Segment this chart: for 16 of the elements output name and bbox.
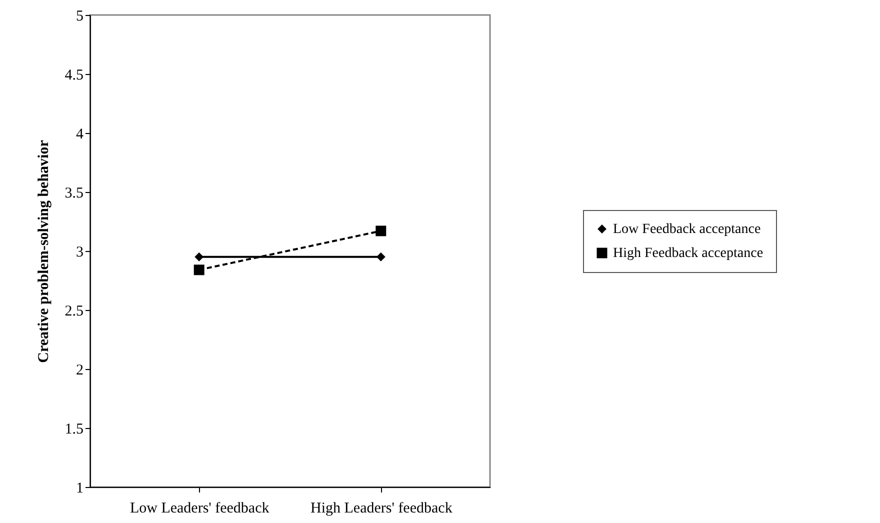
y-tick-label: 4.5: [64, 68, 84, 84]
y-tick-label: 5: [76, 8, 84, 24]
point: [376, 226, 386, 236]
y-tick-label: 2.5: [64, 304, 84, 320]
y-tick-label: 1: [76, 480, 84, 496]
y-tick-label: 4: [76, 126, 84, 142]
legend-label: High Feedback acceptance: [613, 246, 764, 261]
y-axis-title: Creative problem-solving behavior: [36, 140, 52, 363]
legend-label: Low Feedback acceptance: [613, 222, 761, 237]
point: [194, 264, 204, 276]
y-tick-label: 3: [76, 244, 84, 260]
x-tick-label: Low Leaders' feedback: [130, 500, 270, 516]
y-tick-label: 3.5: [64, 186, 84, 202]
x-tick-label: High Leaders' feedback: [310, 500, 453, 516]
y-tick-label: 1.5: [64, 422, 84, 438]
y-tick-label: 2: [76, 362, 84, 378]
